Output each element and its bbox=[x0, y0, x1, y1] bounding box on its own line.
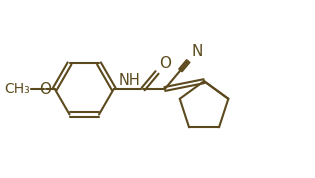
Text: O: O bbox=[159, 56, 171, 72]
Text: NH: NH bbox=[118, 73, 140, 88]
Text: CH₃: CH₃ bbox=[4, 82, 30, 96]
Text: N: N bbox=[191, 44, 203, 59]
Text: O: O bbox=[39, 82, 51, 96]
